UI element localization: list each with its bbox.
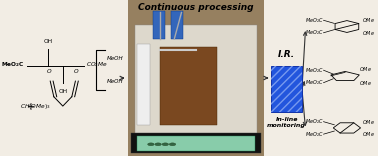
Text: OH: OH [44,39,53,44]
Text: $CH(OMe)_3$: $CH(OMe)_3$ [20,102,50,111]
Text: $MeO_2C$: $MeO_2C$ [305,130,324,139]
Text: $OMe$: $OMe$ [363,29,375,37]
Text: $+$: $+$ [26,101,35,112]
Circle shape [148,143,154,146]
Text: $MeO_2C$: $MeO_2C$ [305,66,324,75]
Text: $OMe$: $OMe$ [359,65,372,73]
Bar [271,66,302,112]
Text: OH: OH [58,89,67,94]
Text: $MeO_2C$: $MeO_2C$ [305,28,324,37]
Text: $MeO_2C$: $MeO_2C$ [305,78,324,87]
Circle shape [162,143,169,146]
Bar [135,25,257,137]
Text: $MeO_2C$: $MeO_2C$ [305,16,324,25]
Circle shape [155,143,161,146]
Bar [131,133,260,153]
Text: $O$: $O$ [73,67,79,75]
Bar [271,66,302,112]
Bar [171,11,183,39]
Text: MeOH: MeOH [107,79,124,84]
Text: In-line
monitoring: In-line monitoring [267,117,306,128]
Text: $OMe$: $OMe$ [363,16,375,24]
Bar [127,0,264,156]
Text: I.R.: I.R. [278,50,295,59]
Bar [153,11,165,39]
Text: MeOH: MeOH [107,56,124,61]
Text: $O$: $O$ [46,67,53,75]
Circle shape [169,143,176,146]
Bar [160,47,217,125]
Text: $OMe$: $OMe$ [359,79,372,87]
Text: $MeO_2C$: $MeO_2C$ [305,117,324,126]
Bar [136,136,255,151]
Text: $\mathbf{MeO_2C}$: $\mathbf{MeO_2C}$ [2,60,25,69]
Bar [136,44,150,125]
Text: $OMe$: $OMe$ [363,118,375,126]
Text: Continuous processing: Continuous processing [138,3,254,12]
Text: $CO_2Me$: $CO_2Me$ [86,60,108,69]
Text: $OMe$: $OMe$ [363,130,375,138]
